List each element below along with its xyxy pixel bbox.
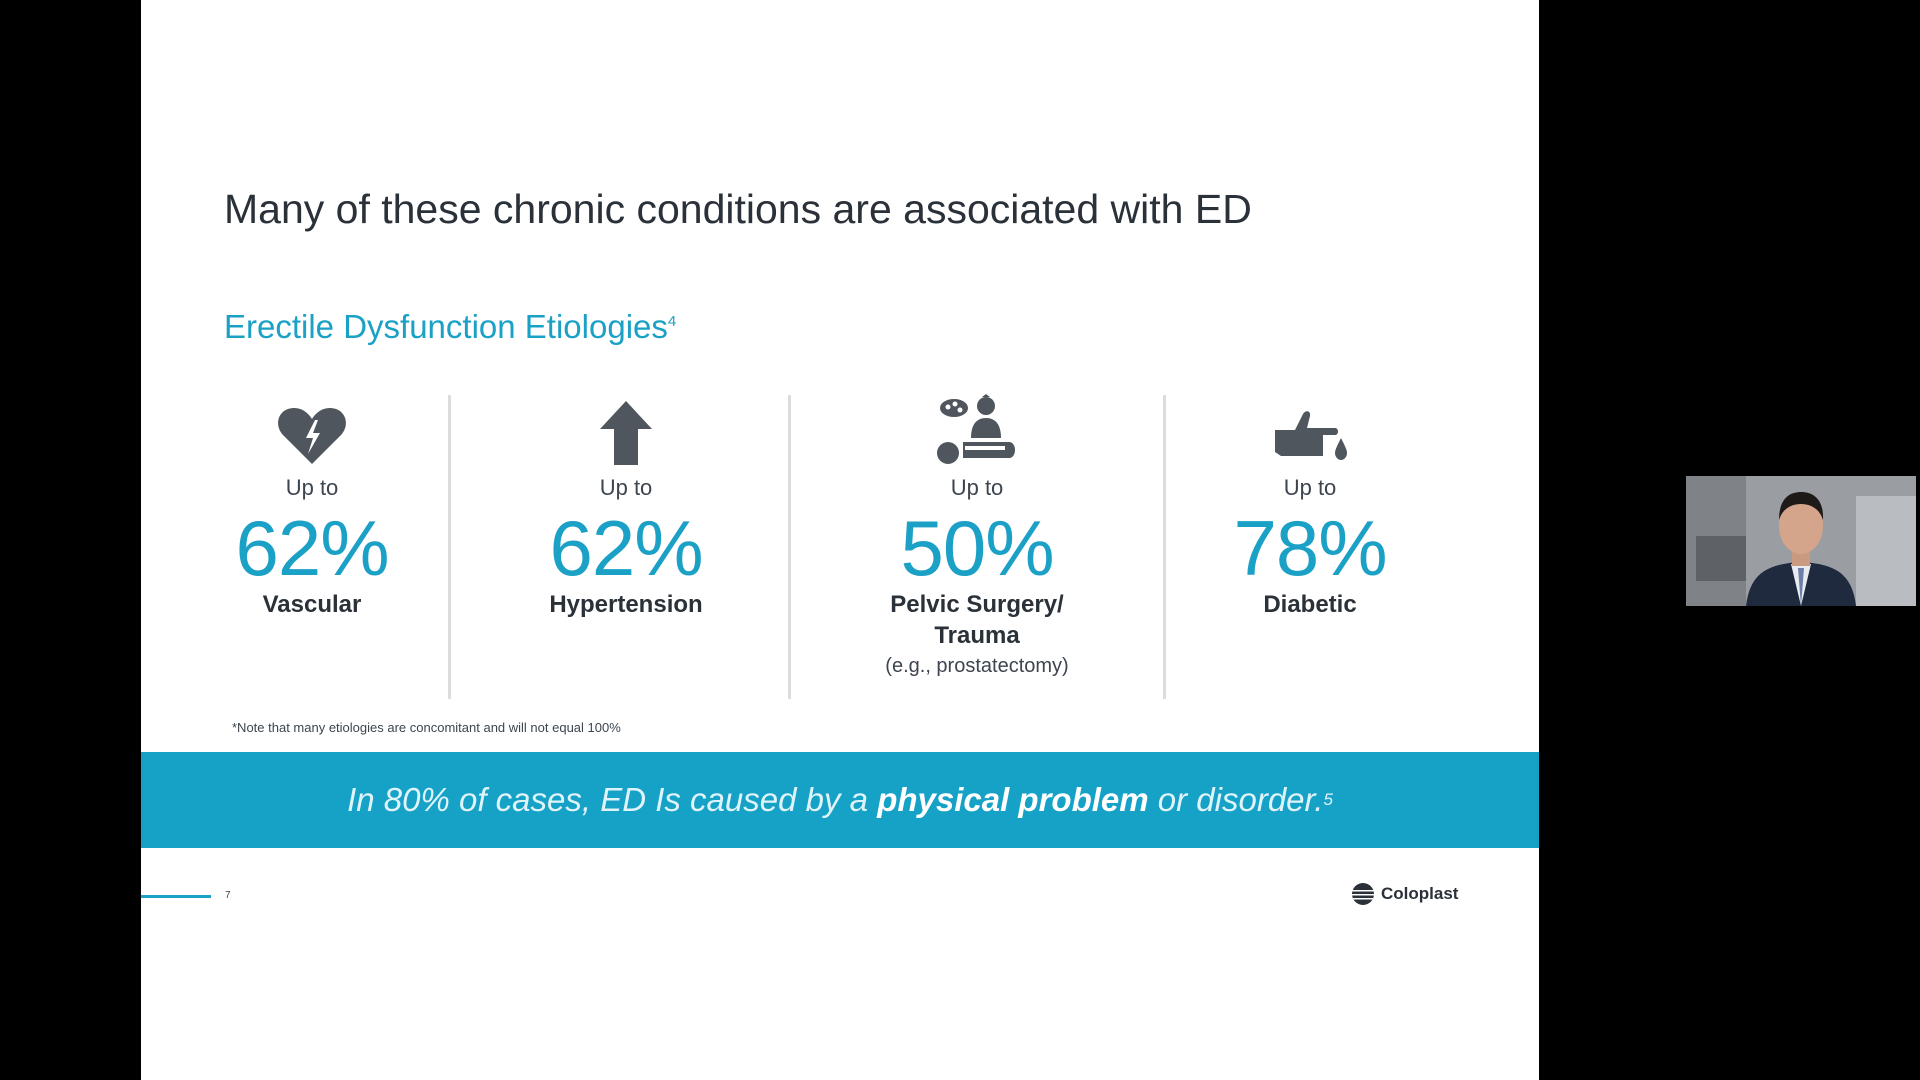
stat-label: Pelvic Surgery/ Trauma (890, 591, 1064, 649)
presenter-video-image (1686, 476, 1916, 606)
stat-prefix: Up to (950, 475, 1004, 500)
footnote: *Note that many etiologies are concomita… (232, 720, 621, 735)
slide-subtitle: Erectile Dysfunction Etiologies4 (224, 308, 676, 346)
stat-value: 62% (549, 504, 703, 592)
stat-value: 78% (1233, 504, 1387, 592)
stat-pelvic-surgery: Up to 50% Pelvic Surgery/ Trauma (e.g., … (827, 390, 1127, 679)
highlight-banner: In 80% of cases, ED Is caused by a physi… (141, 752, 1539, 848)
stat-diabetic: Up to 78% Diabetic (1165, 390, 1455, 620)
stat-label: Hypertension (549, 591, 703, 618)
stat-divider (788, 395, 791, 699)
banner-reference: 5 (1323, 790, 1333, 809)
coloplast-logo-icon (1352, 883, 1374, 905)
subtitle-text: Erectile Dysfunction Etiologies (224, 308, 668, 345)
stat-prefix: Up to (285, 475, 339, 500)
stat-label: Diabetic (1263, 591, 1357, 618)
stat-vascular: Up to 62% Vascular (162, 390, 462, 620)
stat-hypertension: Up to 62% Hypertension (476, 390, 776, 620)
page-indicator-line (141, 895, 211, 898)
stat-prefix: Up to (1283, 475, 1337, 500)
stat-divider (448, 395, 451, 699)
stat-sublabel: (e.g., prostatectomy) (885, 655, 1069, 677)
broken-heart-icon (162, 390, 462, 466)
etiology-stats: Up to 62% Vascular Up to 62% Hypertensio… (141, 390, 1539, 700)
slide-title: Many of these chronic conditions are ass… (224, 186, 1252, 232)
subtitle-reference: 4 (667, 313, 677, 330)
stat-value: 62% (235, 504, 389, 592)
finger-blood-drop-icon (1165, 390, 1455, 466)
stat-value: 50% (900, 504, 1054, 592)
stat-label: Vascular (262, 591, 362, 618)
banner-text-bold: physical problem (877, 781, 1149, 818)
presenter-video-thumbnail[interactable] (1686, 476, 1916, 606)
coloplast-logo: Coloplast (1351, 882, 1458, 906)
stat-divider (1163, 395, 1166, 699)
up-arrow-icon (476, 390, 776, 466)
presentation-slide: Many of these chronic conditions are ass… (141, 0, 1539, 1080)
page-number: 7 (225, 890, 231, 901)
banner-text-end: or disorder. (1157, 781, 1324, 818)
surgery-icon (827, 390, 1127, 466)
banner-text-start: In 80% of cases, ED Is caused by a (347, 781, 869, 818)
logo-text: Coloplast (1381, 884, 1459, 903)
stat-prefix: Up to (599, 475, 653, 500)
